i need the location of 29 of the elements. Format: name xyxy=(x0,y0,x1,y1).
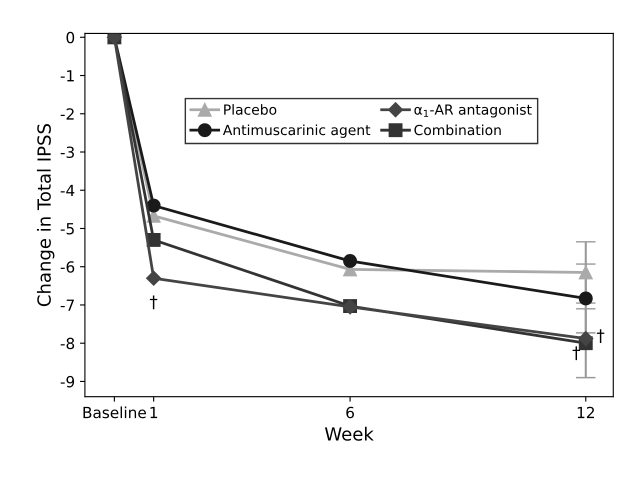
annotation: † xyxy=(150,295,158,310)
y-axis-title: Change in Total IPSS xyxy=(36,124,54,306)
y-tick-label: -8 xyxy=(60,338,74,350)
point xyxy=(578,331,594,346)
annotation: † xyxy=(572,346,580,360)
y-tick-label: -2 xyxy=(60,108,74,120)
y-tick-label: -6 xyxy=(60,261,74,273)
annotation: † xyxy=(596,329,604,343)
x-tick-label: 6 xyxy=(346,406,354,418)
legend-label: Combination xyxy=(414,124,501,136)
legend-label: Placebo xyxy=(224,104,276,115)
point xyxy=(343,254,358,268)
x-tick-label: 1 xyxy=(150,406,158,418)
y-tick-label: -9 xyxy=(60,376,74,388)
point xyxy=(578,266,593,280)
x-axis-title: Week xyxy=(324,426,374,441)
point xyxy=(146,270,162,286)
x-tick-label: Baseline xyxy=(83,406,146,418)
x-tick-label: 12 xyxy=(578,406,594,418)
legend-label: Antimuscarinic agent xyxy=(222,124,370,138)
y-tick-label: -5 xyxy=(60,223,74,235)
y-tick-label: -4 xyxy=(60,184,74,196)
y-tick-label: -1 xyxy=(60,70,74,82)
y-tick-label: 0 xyxy=(66,32,74,44)
point xyxy=(146,198,161,212)
point xyxy=(578,292,593,306)
legend-label: α$_{1}$-AR antagonist xyxy=(414,104,532,118)
y-tick-label: -3 xyxy=(60,146,74,158)
y-tick-label: -7 xyxy=(60,300,74,311)
